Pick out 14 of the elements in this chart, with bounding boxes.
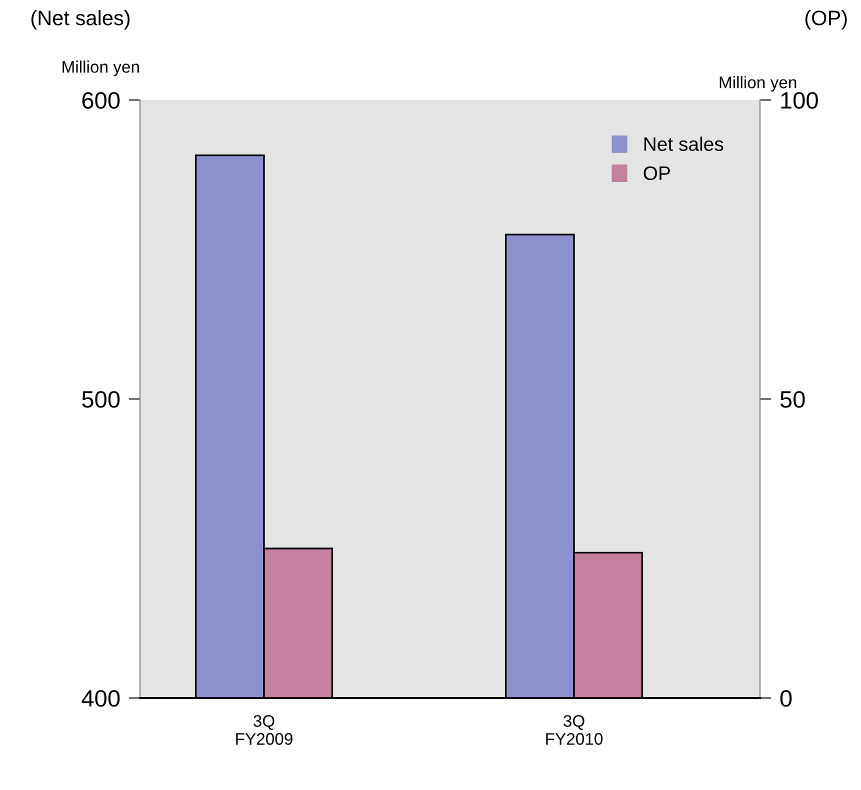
- legend-label: Net sales: [644, 136, 724, 151]
- text: (Net sales): [31, 10, 130, 30]
- y2-tick-label: 0: [780, 690, 792, 707]
- legend-label: OP: [644, 166, 670, 180]
- y-tick-label: 500: [82, 391, 120, 408]
- y2-tick-label: 100: [781, 92, 818, 109]
- text: (OP): [805, 10, 847, 30]
- y-tick-label: 400: [82, 690, 120, 707]
- x-tick-label: 3Q FY2009: [236, 715, 292, 745]
- x-tick-label: 3Q FY2010: [546, 715, 603, 745]
- y2-axis-title: Million yen: [720, 76, 796, 92]
- y2-tick-label: 50: [780, 391, 805, 408]
- y-tick-label: 600: [82, 92, 120, 109]
- y-axis-title: Million yen: [62, 60, 139, 76]
